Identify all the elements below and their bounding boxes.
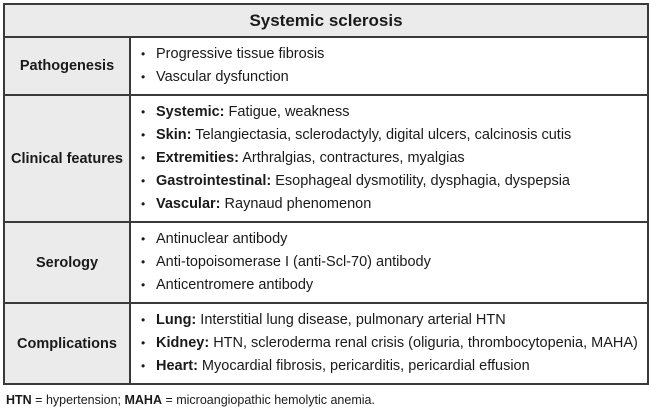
bullet-icon: • xyxy=(141,105,146,119)
table-row: Pathogenesis • Progressive tissue fibrosi… xyxy=(3,36,649,96)
row-content-serology: • Antinuclear antibody • Anti-topoisomeras… xyxy=(129,221,649,304)
item-list: • Systemic: Fatigue, weakness • Skin: Tela… xyxy=(141,101,647,216)
list-item: • Kidney: HTN, scleroderma renal crisis (… xyxy=(141,332,647,355)
list-item: • Anticentromere antibody xyxy=(141,274,647,297)
row-content-pathogenesis: • Progressive tissue fibrosis • Vascular d… xyxy=(129,36,649,96)
bullet-icon: • xyxy=(141,197,146,211)
bullet-icon: • xyxy=(141,359,146,373)
bullet-icon: • xyxy=(141,232,146,246)
footnote-def-htn: = hypertension; xyxy=(31,393,125,407)
list-item: • Gastrointestinal: Esophageal dysmotilit… xyxy=(141,170,647,193)
list-item: • Anti-topoisomerase I (anti-Scl-70) anti… xyxy=(141,251,647,274)
table-row: Complications • Lung: Interstitial lung d… xyxy=(3,302,649,385)
footnote-abbr-maha: MAHA xyxy=(124,393,162,407)
item-term: Gastrointestinal: xyxy=(156,173,272,189)
item-list: • Antinuclear antibody • Anti-topoisomeras… xyxy=(141,228,647,297)
item-list: • Progressive tissue fibrosis • Vascular d… xyxy=(141,43,647,89)
bullet-icon: • xyxy=(141,47,146,61)
list-item: • Vascular dysfunction xyxy=(141,66,647,89)
footnote-abbr-htn: HTN xyxy=(6,393,32,407)
row-label-complications: Complications xyxy=(3,302,131,385)
item-term: Kidney: xyxy=(156,335,210,351)
bullet-icon: • xyxy=(141,255,146,269)
systemic-sclerosis-table: Systemic sclerosis Pathogenesis • Progres… xyxy=(3,3,649,385)
list-item: • Systemic: Fatigue, weakness xyxy=(141,101,647,124)
item-term: Systemic: xyxy=(156,104,225,120)
row-label-pathogenesis: Pathogenesis xyxy=(3,36,131,96)
bullet-icon: • xyxy=(141,174,146,188)
list-item: • Antinuclear antibody xyxy=(141,228,647,251)
item-term: Skin: xyxy=(156,127,192,143)
bullet-icon: • xyxy=(141,278,146,292)
bullet-icon: • xyxy=(141,128,146,142)
bullet-icon: • xyxy=(141,313,146,327)
table-row: Serology • Antinuclear antibody • Anti-top… xyxy=(3,221,649,304)
item-list: • Lung: Interstitial lung disease, pulmon… xyxy=(141,309,647,378)
row-label-serology: Serology xyxy=(3,221,131,304)
row-content-clinical-features: • Systemic: Fatigue, weakness • Skin: Tela… xyxy=(129,94,649,223)
list-item: • Vascular: Raynaud phenomenon xyxy=(141,193,647,216)
list-item: • Extremities: Arthralgias, contractures,… xyxy=(141,147,647,170)
bullet-icon: • xyxy=(141,70,146,84)
table-row: Clinical features • Systemic: Fatigue, we… xyxy=(3,94,649,223)
list-item: • Lung: Interstitial lung disease, pulmon… xyxy=(141,309,647,332)
table-title: Systemic sclerosis xyxy=(3,3,649,38)
list-item: • Heart: Myocardial fibrosis, pericarditi… xyxy=(141,355,647,378)
table-title-row: Systemic sclerosis xyxy=(3,3,649,38)
bullet-icon: • xyxy=(141,151,146,165)
list-item: • Progressive tissue fibrosis xyxy=(141,43,647,66)
item-term: Vascular: xyxy=(156,196,221,212)
row-content-complications: • Lung: Interstitial lung disease, pulmon… xyxy=(129,302,649,385)
row-label-clinical-features: Clinical features xyxy=(3,94,131,223)
list-item: • Skin: Telangiectasia, sclerodactyly, di… xyxy=(141,124,647,147)
item-term: Heart: xyxy=(156,358,198,374)
item-term: Extremities: xyxy=(156,150,240,166)
bullet-icon: • xyxy=(141,336,146,350)
abbreviation-footnote: HTN = hypertension; MAHA = microangiopat… xyxy=(6,393,375,407)
item-term: Lung: xyxy=(156,312,197,328)
footnote-def-maha: = microangiopathic hemolytic anemia. xyxy=(161,393,375,407)
